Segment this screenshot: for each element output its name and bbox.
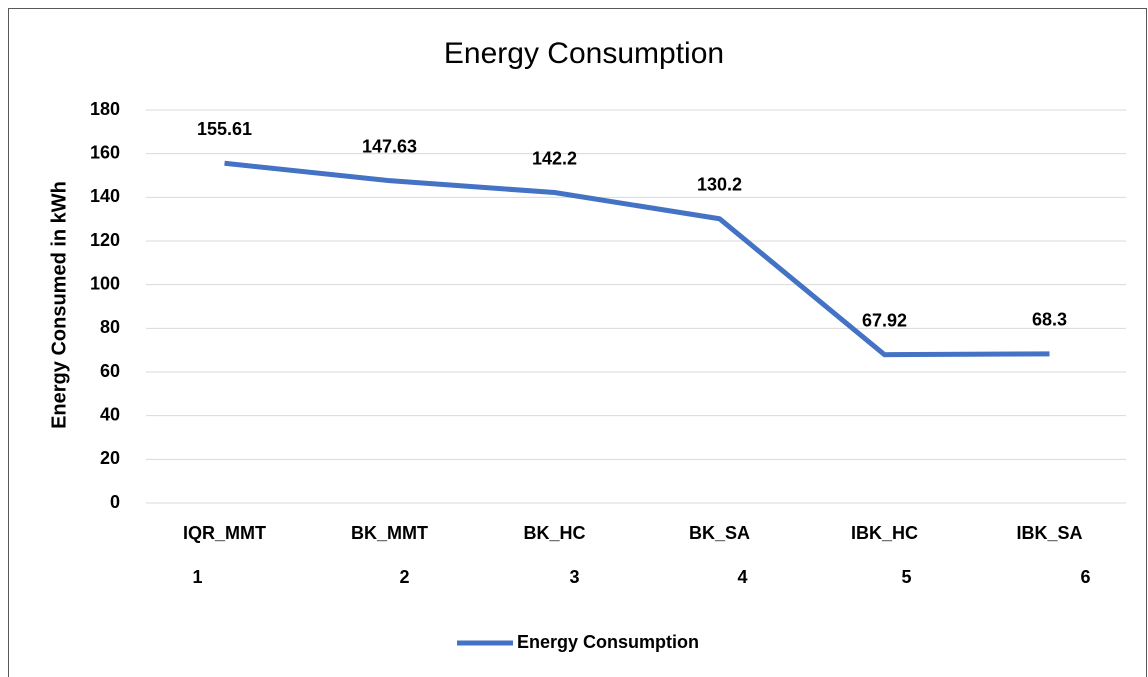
x-tick-label: BK_MMT (351, 523, 428, 543)
data-label: 155.61 (197, 119, 252, 139)
y-tick-label: 20 (100, 448, 120, 468)
legend-label: Energy Consumption (517, 632, 699, 652)
y-tick-label: 120 (90, 230, 120, 250)
y-tick-label: 140 (90, 186, 120, 206)
y-tick-label: 180 (90, 99, 120, 119)
data-label: 67.92 (862, 310, 907, 330)
x-tick-number: 4 (737, 567, 747, 587)
y-tick-label: 0 (110, 492, 120, 512)
data-label: 142.2 (532, 148, 577, 168)
x-tick-label: BK_SA (689, 523, 750, 543)
y-axis-title: Energy Consumed in kWh (48, 181, 70, 429)
x-tick-number: 5 (901, 567, 911, 587)
data-label: 68.3 (1032, 310, 1067, 330)
x-tick-label: IQR_MMT (183, 523, 266, 543)
data-label: 147.63 (362, 136, 417, 156)
y-tick-label: 100 (90, 273, 120, 293)
y-tick-label: 160 (90, 142, 120, 162)
x-tick-label: IBK_HC (851, 523, 918, 543)
data-label: 130.2 (697, 174, 742, 194)
chart-frame (8, 8, 1147, 677)
x-tick-number: 3 (569, 567, 579, 587)
x-tick-number: 6 (1080, 567, 1090, 587)
x-tick-number: 1 (192, 567, 202, 587)
chart-title: Energy Consumption (444, 37, 724, 70)
y-tick-label: 40 (100, 404, 120, 424)
y-tick-label: 80 (100, 317, 120, 337)
y-tick-label: 60 (100, 361, 120, 381)
x-tick-label: BK_HC (523, 523, 585, 543)
series-line (224, 160, 1050, 358)
x-tick-number: 2 (399, 567, 409, 587)
x-tick-label: IBK_SA (1016, 523, 1082, 543)
